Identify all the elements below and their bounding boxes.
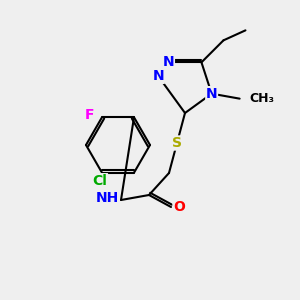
Text: Cl: Cl xyxy=(93,174,107,188)
Text: N: N xyxy=(163,55,174,69)
Text: O: O xyxy=(173,200,185,214)
Text: N: N xyxy=(153,69,164,83)
Text: NH: NH xyxy=(96,191,119,205)
Text: F: F xyxy=(85,108,94,122)
Text: S: S xyxy=(172,136,182,150)
Text: N: N xyxy=(206,87,218,101)
Text: CH₃: CH₃ xyxy=(250,92,274,105)
